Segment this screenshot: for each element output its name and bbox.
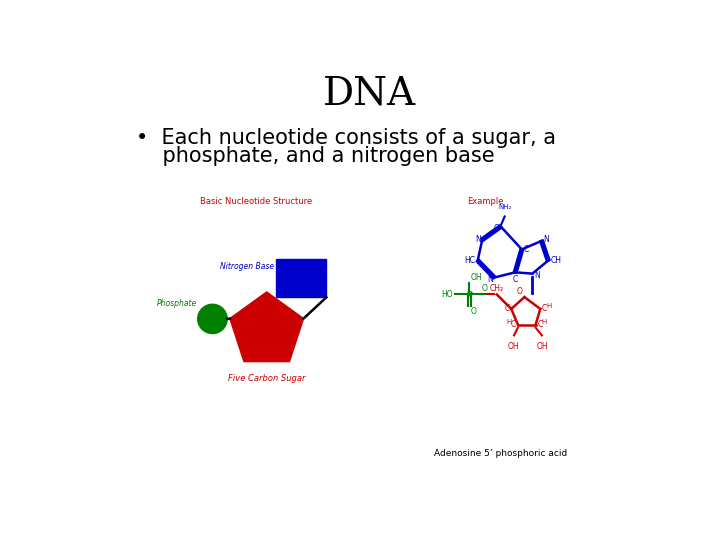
Circle shape [198, 304, 228, 334]
Text: O: O [471, 307, 477, 316]
Text: H: H [546, 303, 552, 309]
Text: OH: OH [471, 273, 482, 282]
Text: N: N [475, 235, 481, 244]
Text: OH: OH [537, 341, 549, 350]
Text: CH: CH [551, 256, 562, 265]
Text: Five Carbon Sugar: Five Carbon Sugar [228, 374, 305, 383]
Text: O: O [517, 287, 523, 295]
Text: Nitrogen Base: Nitrogen Base [220, 262, 274, 271]
Text: HC: HC [464, 256, 475, 265]
Text: •  Each nucleotide consists of a sugar, a: • Each nucleotide consists of a sugar, a [137, 128, 557, 148]
Text: C: C [537, 320, 542, 329]
Text: P: P [466, 291, 472, 300]
Text: OH: OH [508, 341, 519, 350]
Text: Example: Example [467, 197, 503, 206]
Text: C: C [494, 224, 499, 233]
Text: N: N [534, 271, 540, 280]
Text: C: C [513, 275, 518, 284]
Text: O: O [482, 284, 487, 293]
Polygon shape [230, 292, 304, 362]
Text: Phosphate: Phosphate [157, 299, 197, 308]
Text: C: C [511, 320, 516, 329]
Text: N: N [543, 235, 549, 244]
Text: C: C [542, 305, 547, 313]
Text: N: N [487, 275, 492, 284]
Text: H: H [506, 319, 512, 325]
Text: C: C [505, 305, 510, 313]
Text: Adenosine 5’ phosphoric acid: Adenosine 5’ phosphoric acid [434, 449, 567, 458]
Text: DNA: DNA [323, 76, 415, 112]
Text: Basic Nucleotide Structure: Basic Nucleotide Structure [200, 197, 312, 206]
Text: C: C [523, 245, 528, 254]
Bar [276, 259, 326, 298]
Text: CH₂: CH₂ [490, 284, 504, 293]
Text: HO: HO [441, 290, 453, 299]
Text: NH₂: NH₂ [498, 204, 511, 211]
Text: phosphate, and a nitrogen base: phosphate, and a nitrogen base [137, 146, 495, 166]
Text: H: H [542, 319, 547, 325]
